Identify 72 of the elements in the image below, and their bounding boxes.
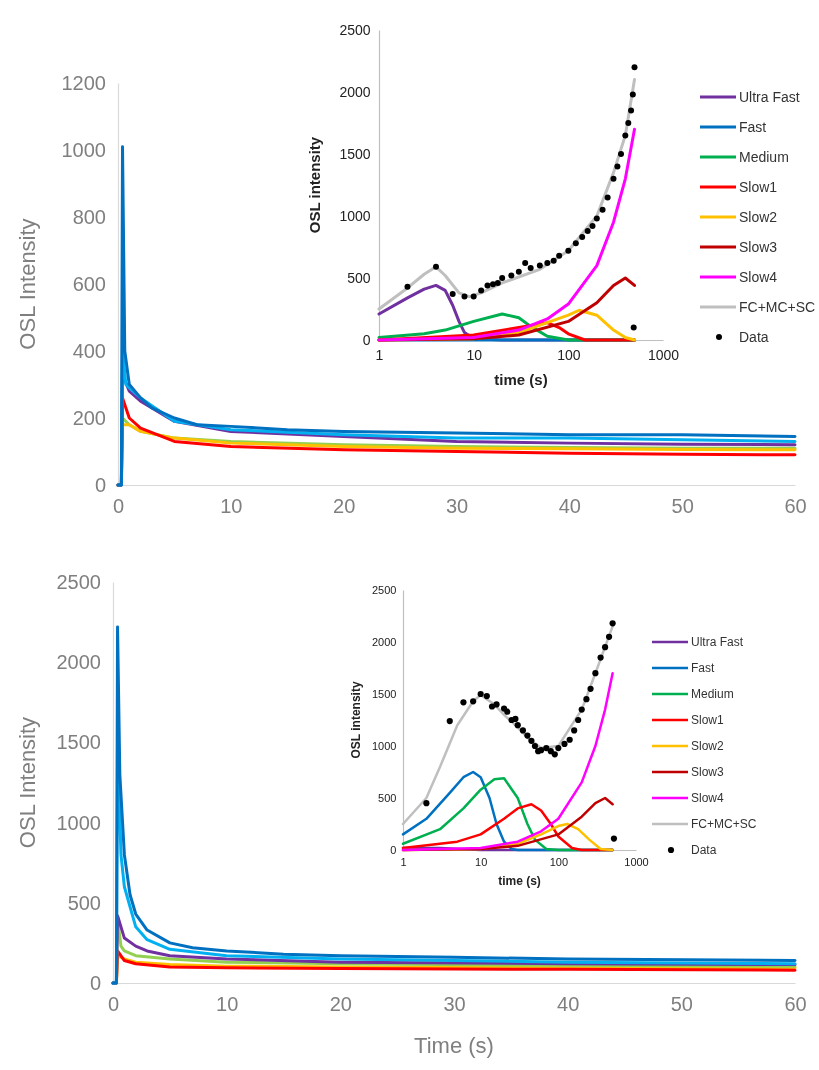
y-tick-label: 400	[72, 339, 106, 362]
legend-label: FC+MC+SC	[691, 817, 757, 832]
y-tick-label: 2000	[56, 651, 101, 674]
y-tick-label: 1500	[339, 145, 371, 162]
y-tick-label: 1000	[56, 811, 101, 834]
y-tick-label: 1000	[61, 138, 106, 161]
y-axis-title: OSL Intensity	[15, 716, 40, 849]
y-tick-label: 1200	[61, 71, 106, 94]
y-tick-label: 0	[362, 331, 371, 348]
x-tick-label: 40	[558, 495, 581, 518]
y-tick-label: 2500	[56, 570, 101, 593]
y-axis-title: OSL Intensity	[15, 218, 40, 350]
y-tick-label: 200	[72, 406, 106, 429]
x-tick-label: 60	[784, 993, 807, 1016]
legend-label: Slow2	[739, 208, 778, 225]
legend-label: Slow2	[691, 739, 725, 754]
legend-label: Ultra Fast	[739, 88, 800, 105]
legend-label: Slow3	[739, 238, 778, 255]
x-axis-title: time (s)	[494, 371, 548, 388]
y-axis-title: OSL intensity	[349, 681, 363, 759]
x-tick-label: 50	[670, 993, 693, 1016]
x-tick-label: 1000	[624, 855, 649, 868]
x-tick-label: 10	[475, 855, 488, 868]
y-tick-label: 500	[347, 269, 371, 286]
x-tick-label: 40	[557, 993, 580, 1016]
y-tick-label: 0	[390, 844, 397, 857]
x-tick-label: 20	[329, 993, 352, 1016]
x-tick-label: 1	[400, 855, 407, 868]
y-tick-label: 1000	[371, 740, 397, 753]
y-tick-label: 1500	[371, 688, 397, 701]
x-tick-label: 10	[216, 993, 239, 1016]
y-axis-title: OSL intensity	[306, 136, 323, 234]
legend-label: Data	[739, 328, 769, 345]
y-tick-label: 1000	[339, 207, 371, 224]
x-tick-label: 1000	[647, 346, 680, 363]
legend-label: Slow1	[739, 178, 778, 195]
y-tick-label: 2500	[339, 21, 371, 38]
x-tick-label: 100	[557, 346, 581, 363]
legend-label: Slow4	[691, 791, 725, 806]
legend-label: Slow3	[691, 765, 725, 780]
x-tick-label: 20	[333, 495, 356, 518]
x-tick-label: 0	[112, 495, 125, 518]
x-tick-label: 30	[443, 993, 466, 1016]
legend-label: Medium	[691, 687, 734, 702]
y-tick-label: 500	[378, 792, 397, 805]
y-tick-label: 1500	[56, 731, 101, 754]
y-tick-label: 500	[67, 891, 101, 914]
legend-label: Fast	[739, 118, 767, 135]
y-tick-label: 2000	[371, 636, 397, 649]
y-tick-label: 0	[89, 971, 101, 994]
y-tick-label: 2000	[339, 83, 371, 100]
y-tick-label: 800	[72, 205, 106, 228]
legend-label: Slow1	[691, 713, 725, 728]
x-tick-label: 1	[375, 346, 384, 363]
x-axis-title: Time (s)	[414, 1033, 494, 1058]
y-tick-label: 0	[94, 473, 106, 496]
x-tick-label: 60	[784, 495, 807, 518]
x-tick-label: 50	[671, 495, 694, 518]
x-tick-label: 10	[220, 495, 243, 518]
legend-label: Fast	[691, 661, 715, 676]
legend-label: Data	[691, 843, 717, 858]
x-tick-label: 10	[466, 346, 483, 363]
legend-label: Medium	[739, 148, 789, 165]
legend-label: FC+MC+SC	[739, 298, 816, 315]
y-tick-label: 2500	[371, 584, 397, 597]
x-axis-title: time (s)	[498, 874, 541, 888]
y-tick-label: 600	[72, 272, 106, 295]
legend-label: Ultra Fast	[691, 635, 744, 650]
x-tick-label: 0	[107, 993, 120, 1016]
x-tick-label: 30	[445, 495, 469, 518]
legend-label: Slow4	[739, 268, 778, 285]
x-tick-label: 100	[549, 855, 569, 868]
